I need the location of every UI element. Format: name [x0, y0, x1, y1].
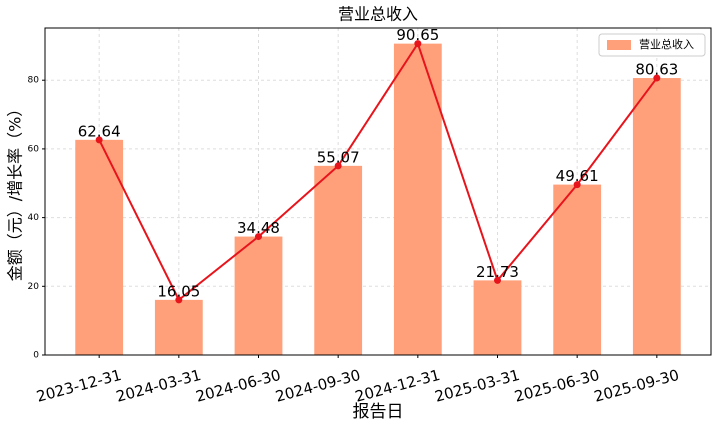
- y-tick-label: 0: [33, 351, 39, 361]
- line-point: [334, 162, 342, 170]
- line-point: [255, 233, 263, 241]
- bar: [473, 280, 522, 355]
- plot-frame: [44, 27, 712, 356]
- chart-title: 营业总收入: [338, 5, 418, 24]
- bar: [632, 78, 681, 355]
- line-point: [573, 181, 581, 189]
- y-axis-label: 金额（元）/增长率（%）: [6, 101, 25, 282]
- value-label: 49.61: [556, 167, 599, 185]
- legend-box: [598, 33, 706, 57]
- bar: [154, 299, 203, 355]
- value-label: 34.48: [237, 219, 280, 237]
- line-point: [653, 74, 661, 82]
- line-point: [493, 276, 501, 284]
- bar: [314, 165, 363, 355]
- line-point: [95, 136, 103, 144]
- legend-label: 营业总收入: [639, 37, 694, 51]
- x-axis-label: 报告日: [353, 402, 404, 422]
- value-label: 80.63: [635, 61, 678, 79]
- legend-swatch: [607, 40, 631, 50]
- line-point: [175, 296, 183, 304]
- value-label: 55.07: [317, 148, 360, 166]
- trend-line: [98, 41, 658, 302]
- y-tick-label: 80: [28, 76, 40, 86]
- value-label: 90.65: [396, 26, 439, 44]
- value-label: 16.05: [157, 282, 200, 300]
- y-tick-label: 60: [28, 144, 40, 154]
- bar: [75, 139, 124, 355]
- y-tick-label: 20: [28, 282, 40, 292]
- bar: [393, 43, 442, 356]
- line-point: [414, 40, 422, 48]
- bar: [234, 236, 283, 355]
- bar: [553, 184, 602, 355]
- value-label: 21.73: [476, 263, 519, 281]
- value-label: 62.64: [78, 122, 121, 140]
- y-tick-label: 40: [28, 213, 40, 223]
